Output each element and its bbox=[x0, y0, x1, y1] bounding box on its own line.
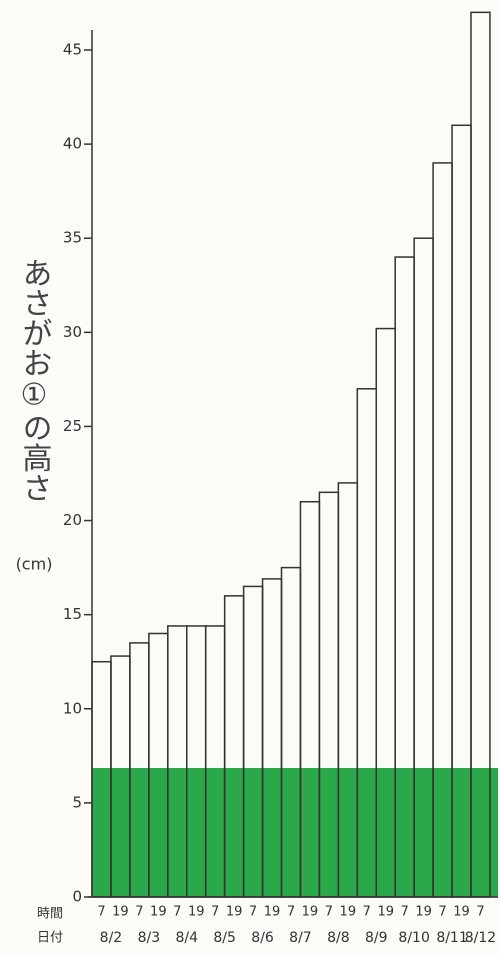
y-tick-label: 0 bbox=[72, 888, 82, 906]
bar bbox=[242, 585, 264, 898]
bar bbox=[356, 388, 377, 898]
bar bbox=[186, 625, 207, 898]
date-label: 8/3 bbox=[138, 930, 161, 946]
bar bbox=[261, 578, 283, 898]
bar bbox=[110, 655, 131, 898]
bar bbox=[470, 11, 491, 898]
x-tick-label: 7 bbox=[325, 905, 333, 920]
bar bbox=[451, 124, 472, 898]
y-unit: (cm) bbox=[16, 555, 53, 574]
bar bbox=[337, 482, 359, 898]
bar bbox=[318, 491, 340, 898]
bar bbox=[375, 327, 396, 898]
x-tick-label: 7 bbox=[211, 905, 219, 920]
x-tick-label: 19 bbox=[453, 905, 470, 920]
date-label: 8/12 bbox=[465, 930, 496, 946]
date-label: 8/9 bbox=[365, 930, 388, 946]
y-tick-label: 40 bbox=[63, 135, 82, 153]
date-label: 8/4 bbox=[175, 930, 198, 946]
date-label: 8/5 bbox=[213, 930, 236, 946]
y-tick-label: 15 bbox=[63, 605, 82, 623]
y-tick-label: 45 bbox=[63, 41, 82, 59]
y-tick-label: 30 bbox=[63, 323, 82, 341]
bar bbox=[394, 256, 415, 898]
date-label: 8/2 bbox=[100, 930, 123, 946]
x-tick-label: 19 bbox=[150, 905, 167, 920]
x-tick-label: 7 bbox=[135, 905, 143, 920]
x-tick-label: 7 bbox=[401, 905, 409, 920]
y-tick-label: 25 bbox=[63, 417, 82, 435]
y-tick-label: 35 bbox=[63, 229, 82, 247]
bar bbox=[91, 660, 112, 898]
date-label: 8/11 bbox=[436, 930, 467, 946]
x-tick-label: 7 bbox=[363, 905, 371, 920]
row-label: 時間 bbox=[37, 907, 63, 922]
bar bbox=[299, 500, 321, 898]
bar bbox=[204, 625, 226, 898]
y-axis-label: あさがお①の高さ bbox=[17, 258, 52, 503]
date-label: 8/10 bbox=[398, 930, 429, 946]
row-label: 日付 bbox=[37, 931, 63, 946]
x-tick-label: 7 bbox=[173, 905, 181, 920]
x-tick-label: 7 bbox=[476, 905, 484, 920]
y-tick-label: 10 bbox=[63, 699, 82, 717]
bar bbox=[223, 595, 245, 898]
bar bbox=[432, 162, 453, 898]
x-tick-label: 7 bbox=[287, 905, 295, 920]
x-tick-label: 19 bbox=[340, 905, 357, 920]
bar bbox=[148, 632, 169, 898]
green-band bbox=[92, 768, 498, 897]
x-tick-label: 19 bbox=[415, 905, 432, 920]
bar bbox=[413, 237, 434, 898]
x-tick-label: 19 bbox=[226, 905, 243, 920]
date-label: 8/7 bbox=[289, 930, 312, 946]
y-tick-label: 20 bbox=[63, 511, 82, 529]
x-tick-label: 19 bbox=[302, 905, 319, 920]
x-tick-label: 19 bbox=[112, 905, 129, 920]
date-label: 8/6 bbox=[251, 930, 274, 946]
x-tick-label: 7 bbox=[97, 905, 105, 920]
x-tick-label: 19 bbox=[264, 905, 281, 920]
x-tick-label: 7 bbox=[249, 905, 257, 920]
date-label: 8/8 bbox=[327, 930, 350, 946]
bar bbox=[167, 625, 188, 898]
bar bbox=[129, 642, 150, 898]
x-tick-label: 7 bbox=[438, 905, 446, 920]
x-tick-label: 19 bbox=[377, 905, 394, 920]
y-tick-label: 5 bbox=[72, 793, 82, 811]
x-tick-label: 19 bbox=[188, 905, 205, 920]
bar bbox=[280, 566, 302, 898]
